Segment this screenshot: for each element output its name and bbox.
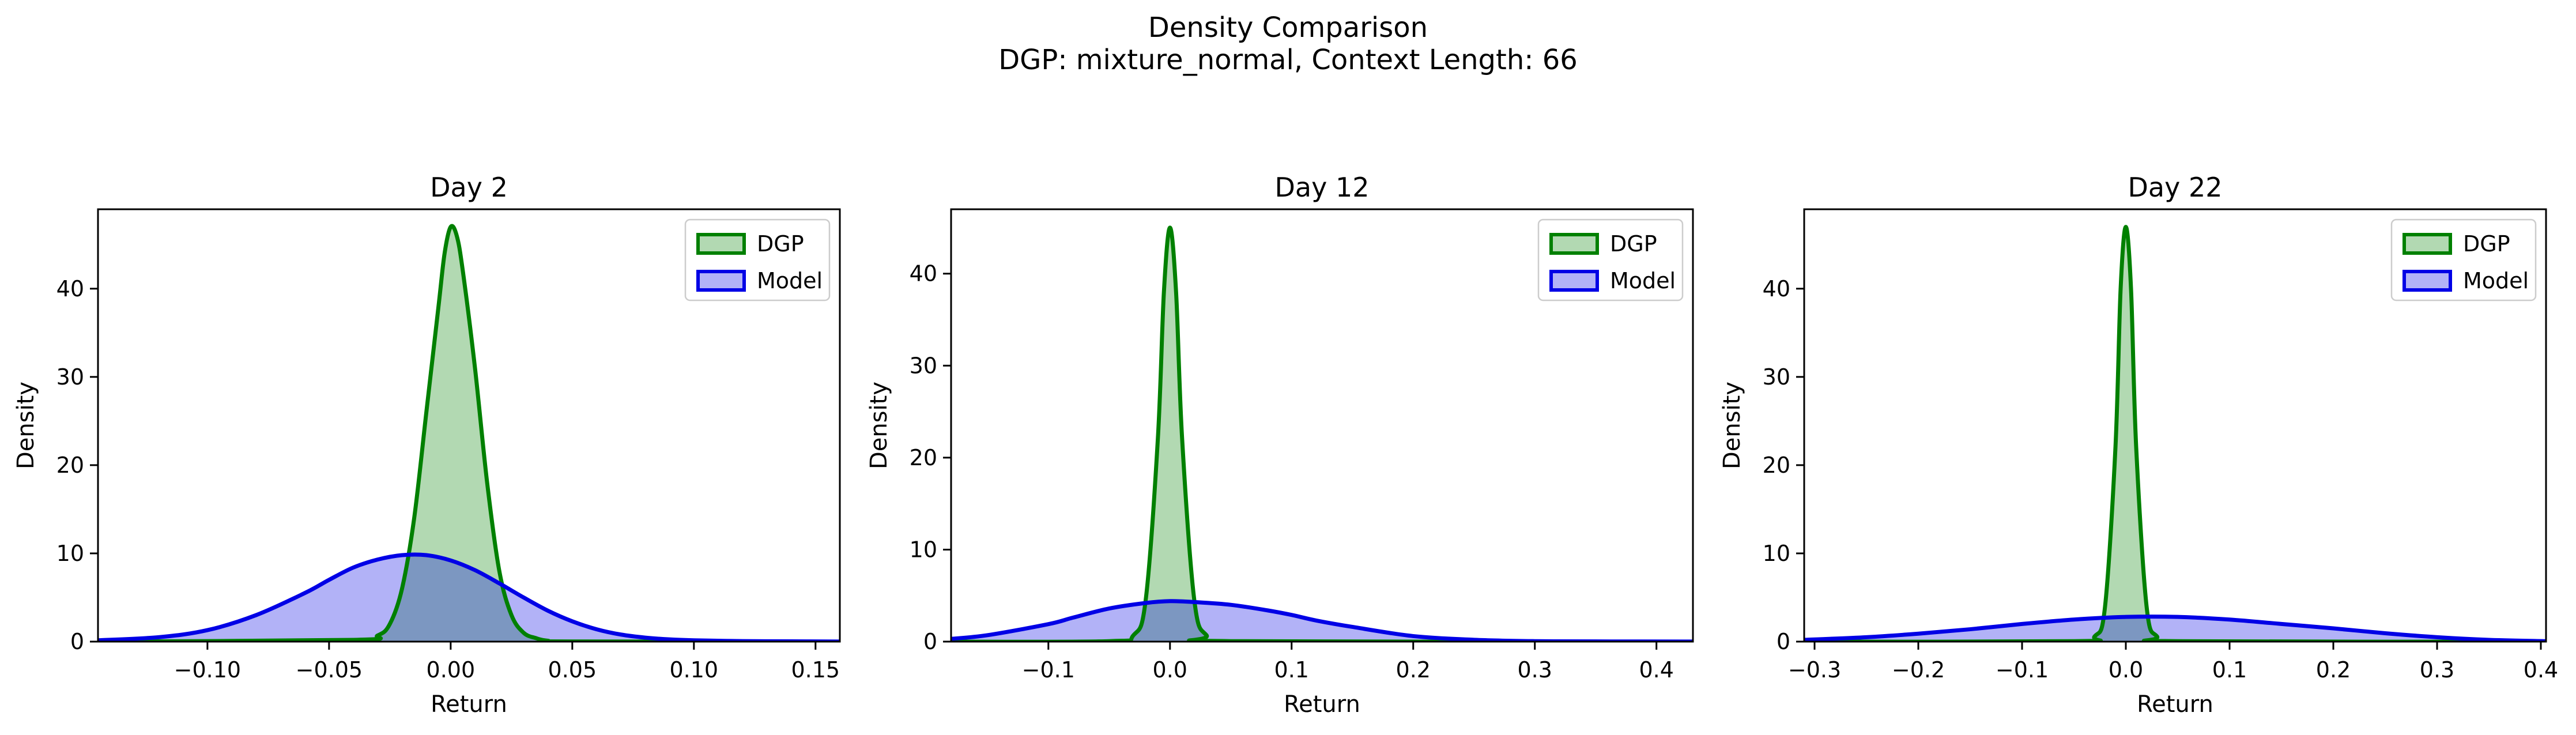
y-tick-label: 30 <box>1763 364 1790 390</box>
legend-swatch-dgp <box>1549 233 1599 255</box>
x-tick-label: −0.10 <box>174 657 241 683</box>
legend: DGP Model <box>684 218 831 301</box>
x-tick-label: 0.3 <box>1518 657 1552 683</box>
axes-frame <box>97 208 841 643</box>
legend-swatch-model <box>696 270 746 292</box>
subplot-title: Day 22 <box>2128 172 2223 203</box>
y-tick-label: 20 <box>910 445 937 470</box>
density-line-model <box>98 552 840 642</box>
x-tick-label: 0.1 <box>1274 657 1309 683</box>
y-tick-label: 0 <box>923 629 937 654</box>
legend-swatch-dgp <box>696 233 746 255</box>
axes-frame <box>1803 208 2547 643</box>
legend-label-model: Model <box>2463 268 2529 293</box>
x-tick-label: 0.4 <box>1639 657 1673 683</box>
subplot-title: Day 2 <box>430 172 508 203</box>
x-axis-label: Return <box>431 691 507 718</box>
x-axis-label: Return <box>1284 691 1360 718</box>
x-tick-label: −0.1 <box>1022 657 1075 683</box>
x-tick-label: −0.2 <box>1892 657 1945 683</box>
x-tick-label: 0.0 <box>1153 657 1187 683</box>
legend-swatch-model <box>1549 270 1599 292</box>
legend-swatch-model <box>2402 270 2452 292</box>
legend-swatch-dgp <box>2402 233 2452 255</box>
y-tick-label: 20 <box>56 453 84 478</box>
y-tick-label: 40 <box>910 261 937 287</box>
figure-subtitle: DGP: mixture_normal, Context Length: 66 <box>998 44 1578 76</box>
y-axis-label: Density <box>1719 382 1745 469</box>
y-tick-label: 10 <box>1763 541 1790 566</box>
legend: DGP Model <box>2390 218 2537 301</box>
y-tick-label: 30 <box>56 364 84 390</box>
legend-box <box>684 218 831 301</box>
density-fill-dgp <box>98 226 840 642</box>
subplot-title: Day 12 <box>1275 172 1370 203</box>
x-tick-label: 0.1 <box>2212 657 2247 683</box>
x-tick-label: 0.4 <box>2524 657 2558 683</box>
y-tick-label: 40 <box>56 276 84 301</box>
legend-box <box>1537 218 1684 301</box>
y-axis-label: Density <box>13 382 39 469</box>
x-tick-label: −0.1 <box>1996 657 2049 683</box>
legend-label-dgp: DGP <box>2463 231 2510 257</box>
density-line-model <box>1804 615 2546 642</box>
x-tick-label: 0.2 <box>1396 657 1431 683</box>
axes-frame <box>950 208 1694 643</box>
y-tick-label: 0 <box>1777 629 1790 654</box>
x-tick-label: 0.0 <box>2109 657 2143 683</box>
y-tick-label: 30 <box>910 353 937 378</box>
legend-label-dgp: DGP <box>757 231 804 257</box>
legend-label-model: Model <box>1610 268 1676 293</box>
subplot-2: −0.1 0.0 0.1 0.2 0.3 0.4 0 10 20 30 40 Day 12 Return… <box>866 172 1694 718</box>
x-tick-label: 0.00 <box>427 657 476 683</box>
subplot-3: −0.3 −0.2 −0.1 0.0 0.1 0.2 0.3 0.4 0 10 20 30 40 Day … <box>1719 172 2558 718</box>
density-fill-model <box>1804 616 2546 642</box>
y-tick-label: 10 <box>56 541 84 566</box>
x-axis-label: Return <box>2137 691 2213 718</box>
y-axis-label: Density <box>866 382 892 469</box>
legend-label-model: Model <box>757 268 823 293</box>
y-tick-label: 20 <box>1763 453 1790 478</box>
legend: DGP Model <box>1537 218 1684 301</box>
figure-title: Density Comparison <box>1148 12 1428 44</box>
x-tick-label: −0.3 <box>1788 657 1841 683</box>
x-tick-label: 0.2 <box>2316 657 2351 683</box>
y-tick-label: 10 <box>910 537 937 562</box>
x-tick-label: 0.05 <box>548 657 597 683</box>
density-fill-model <box>98 554 840 642</box>
plot-area <box>98 224 840 642</box>
x-tick-label: 0.3 <box>2420 657 2454 683</box>
density-line-dgp <box>98 224 840 642</box>
y-tick-label: 0 <box>70 629 84 654</box>
legend-box <box>2390 218 2537 301</box>
x-tick-label: 0.10 <box>670 657 719 683</box>
legend-label-dgp: DGP <box>1610 231 1657 257</box>
y-tick-label: 40 <box>1763 276 1790 301</box>
x-tick-label: 0.15 <box>791 657 840 683</box>
subplot-1: −0.10 −0.05 0.00 0.05 0.10 0.15 0 10 20 30 40 Day 2… <box>13 172 841 718</box>
x-tick-label: −0.05 <box>296 657 363 683</box>
